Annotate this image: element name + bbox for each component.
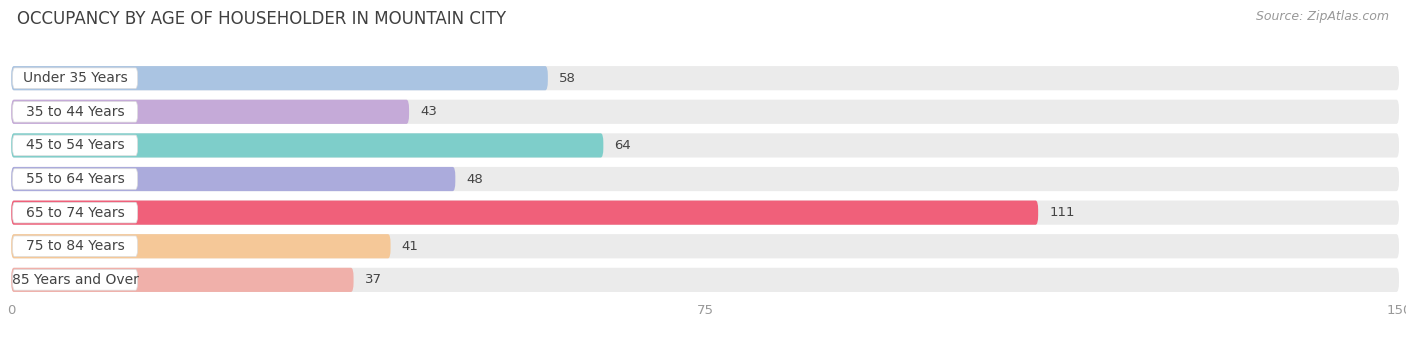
FancyBboxPatch shape — [13, 102, 138, 122]
Text: 43: 43 — [420, 105, 437, 118]
Text: 48: 48 — [467, 173, 484, 186]
FancyBboxPatch shape — [13, 169, 138, 189]
FancyBboxPatch shape — [13, 270, 138, 290]
Text: 111: 111 — [1049, 206, 1074, 219]
Text: 75 to 84 Years: 75 to 84 Years — [25, 239, 125, 253]
FancyBboxPatch shape — [11, 234, 391, 258]
Text: 58: 58 — [560, 72, 576, 85]
FancyBboxPatch shape — [11, 66, 548, 90]
Text: 37: 37 — [364, 273, 381, 286]
FancyBboxPatch shape — [11, 167, 456, 191]
FancyBboxPatch shape — [11, 268, 1399, 292]
FancyBboxPatch shape — [11, 201, 1399, 225]
Text: 45 to 54 Years: 45 to 54 Years — [25, 138, 124, 152]
FancyBboxPatch shape — [11, 234, 1399, 258]
FancyBboxPatch shape — [13, 236, 138, 256]
Text: Source: ZipAtlas.com: Source: ZipAtlas.com — [1256, 10, 1389, 23]
Text: 64: 64 — [614, 139, 631, 152]
Text: 41: 41 — [402, 240, 419, 253]
FancyBboxPatch shape — [11, 167, 1399, 191]
FancyBboxPatch shape — [11, 100, 1399, 124]
Text: OCCUPANCY BY AGE OF HOUSEHOLDER IN MOUNTAIN CITY: OCCUPANCY BY AGE OF HOUSEHOLDER IN MOUNT… — [17, 10, 506, 28]
Text: 65 to 74 Years: 65 to 74 Years — [25, 206, 125, 220]
Text: 55 to 64 Years: 55 to 64 Years — [25, 172, 125, 186]
FancyBboxPatch shape — [13, 68, 138, 88]
Text: 85 Years and Over: 85 Years and Over — [11, 273, 139, 287]
FancyBboxPatch shape — [11, 268, 353, 292]
FancyBboxPatch shape — [11, 100, 409, 124]
FancyBboxPatch shape — [13, 135, 138, 156]
Text: Under 35 Years: Under 35 Years — [22, 71, 128, 85]
FancyBboxPatch shape — [11, 133, 603, 158]
FancyBboxPatch shape — [11, 201, 1038, 225]
FancyBboxPatch shape — [13, 202, 138, 223]
Text: 35 to 44 Years: 35 to 44 Years — [25, 105, 124, 119]
FancyBboxPatch shape — [11, 133, 1399, 158]
FancyBboxPatch shape — [11, 66, 1399, 90]
